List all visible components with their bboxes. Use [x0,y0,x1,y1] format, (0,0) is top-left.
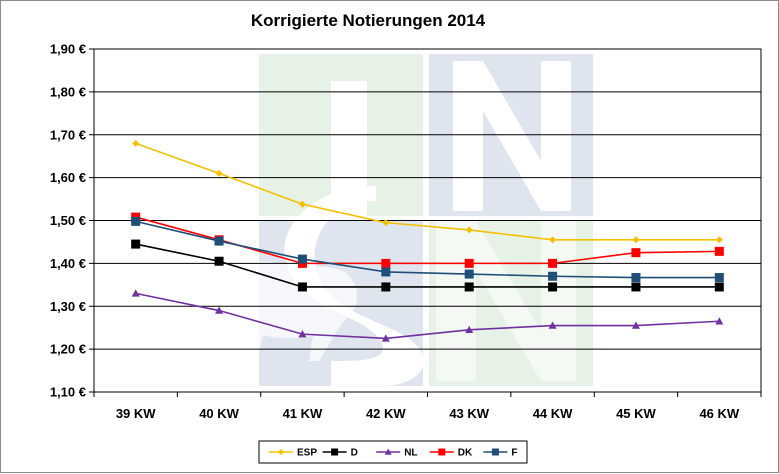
y-tick-label: 1,30 € [50,299,86,314]
data-point [297,254,307,264]
series-line [135,243,720,288]
data-point [465,325,474,334]
y-tick-label: 1,10 € [50,385,86,400]
legend-item-f: F [483,448,518,459]
x-tick-label: 43 KW [449,406,489,421]
data-point [631,321,640,329]
watermark-letter-n [453,61,571,211]
data-point [331,448,339,456]
data-point [548,321,557,329]
gridlines [93,48,762,393]
data-point [215,306,224,314]
data-point [715,317,724,325]
data-point [549,236,557,244]
series-line [135,292,720,340]
y-axis-ticks: 1,10 € 1,20 € 1,30 € 1,40 € 1,50 € 1,60 € 1,70… [50,42,94,400]
legend-label: ESP [297,448,317,459]
data-point [464,282,474,292]
data-point [384,448,392,455]
y-tick-label: 1,70 € [50,127,86,142]
y-tick-label: 1,80 € [50,84,86,99]
x-tick-label: 40 KW [199,406,239,421]
x-tick-label: 41 KW [283,406,323,421]
data-point [631,282,641,292]
x-tick-label: 44 KW [533,406,573,421]
data-point [381,258,391,268]
data-point [491,448,499,456]
series-f [131,216,724,283]
data-point [381,267,391,277]
series-line [135,142,720,241]
legend-label: D [351,448,358,459]
data-point [631,248,641,258]
legend-item-dk: DK [429,448,473,459]
watermark-letter-s [284,186,424,386]
series-d [131,239,724,292]
data-point [381,282,391,292]
legend-item-esp: ESP [269,448,317,459]
x-axis-ticks: 39 KW 40 KW 41 KW 42 KW 43 KW 44 KW 45 KW 46 KW [93,392,762,421]
data-point [278,449,284,455]
data-point [382,219,390,227]
y-tick-label: 1,90 € [50,42,86,57]
data-point [714,246,724,256]
y-tick-label: 1,40 € [50,256,86,271]
data-point [215,169,223,177]
data-point [131,289,140,297]
data-point [132,139,140,147]
data-point [465,226,473,234]
x-tick-label: 39 KW [116,406,156,421]
y-tick-label: 1,20 € [50,342,86,357]
legend: ESP D NL DK F [258,440,528,464]
data-point [715,236,723,244]
series-group [131,139,724,342]
legend-label: DK [458,448,473,459]
data-point [548,271,558,281]
data-point [464,269,474,279]
legend-item-nl: NL [376,448,418,459]
data-point [548,282,558,292]
series-esp [132,139,723,244]
x-tick-label: 42 KW [366,406,406,421]
data-point [214,236,224,246]
legend-label: F [511,448,517,459]
data-point [214,256,224,266]
data-point [714,282,724,292]
data-point [381,334,390,342]
data-point [464,258,474,268]
legend-label: NL [404,448,417,459]
data-point [632,236,640,244]
y-tick-label: 1,50 € [50,213,86,228]
y-tick-label: 1,60 € [50,170,86,185]
data-point [131,216,141,226]
data-point [131,239,141,249]
data-point [438,448,446,456]
chart-title: Korrigierte Notierungen 2014 [251,11,486,30]
series-nl [131,289,724,342]
x-tick-label: 46 KW [699,406,739,421]
data-point [714,273,724,283]
data-point [298,330,307,338]
data-point [297,282,307,292]
x-tick-label: 45 KW [616,406,656,421]
data-point [548,258,558,268]
legend-item-d: D [322,448,358,459]
data-point [631,273,641,283]
series-line [135,220,720,279]
data-point [298,200,306,208]
